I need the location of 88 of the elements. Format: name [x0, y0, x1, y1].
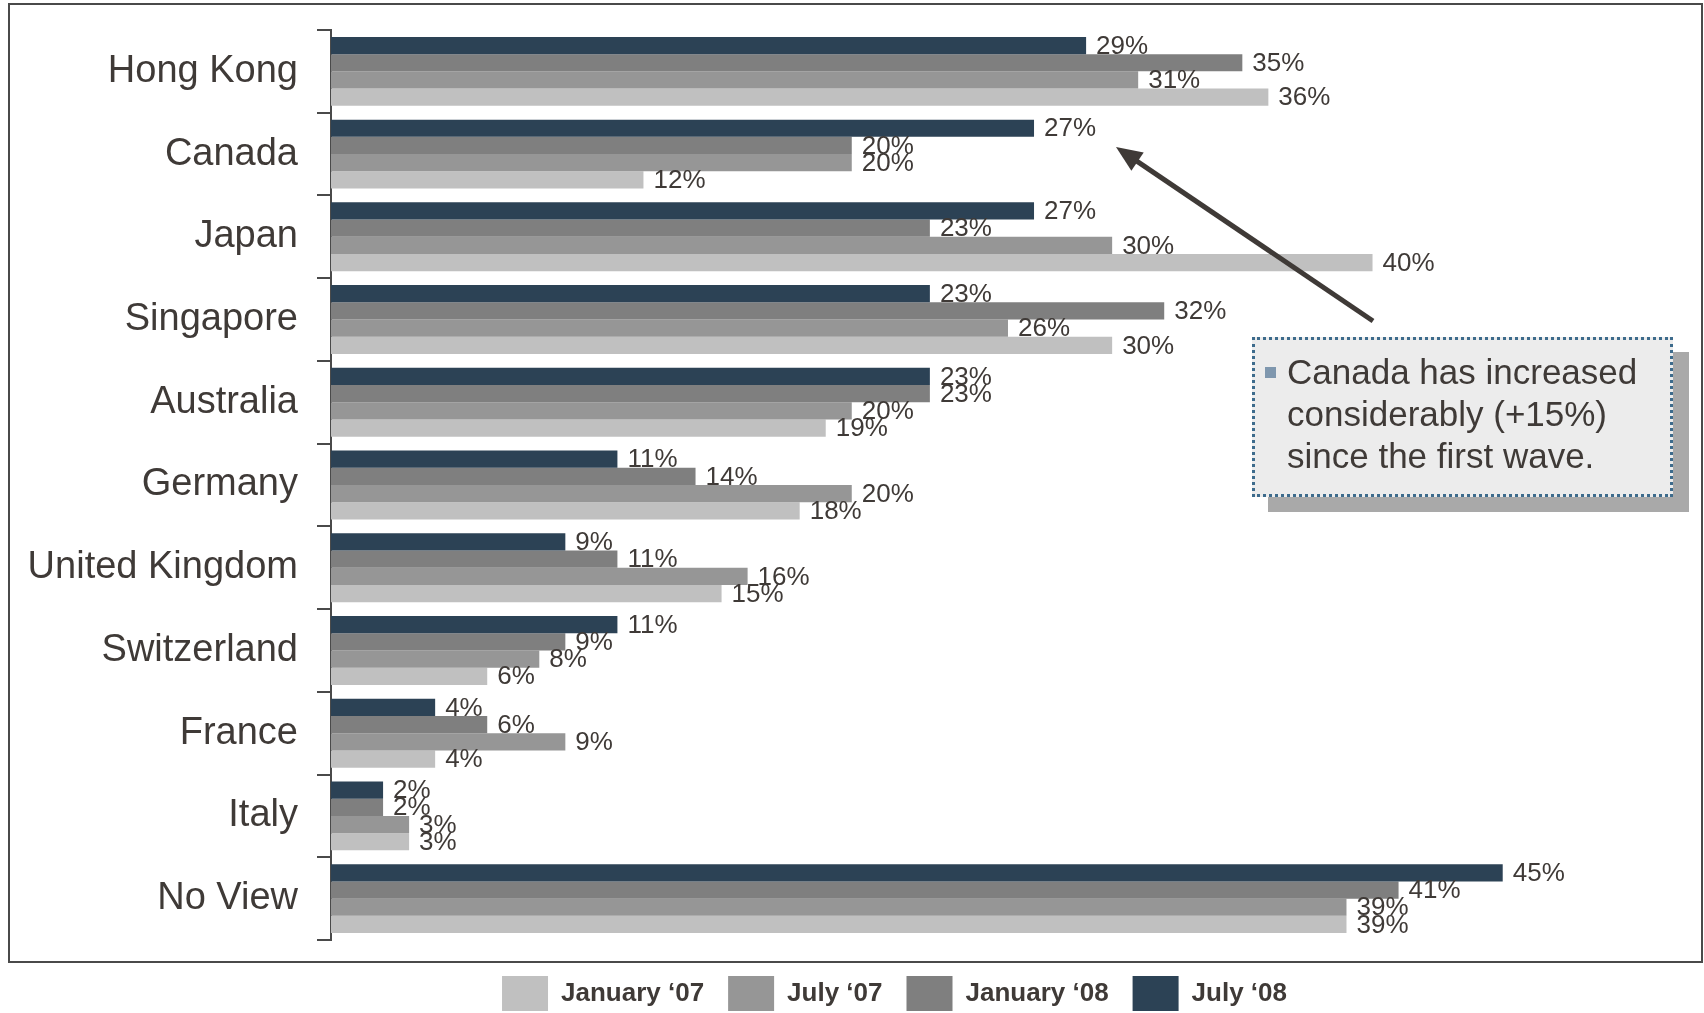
- bar: [331, 254, 1373, 272]
- bar: [331, 136, 852, 155]
- bar: [331, 650, 540, 668]
- data-label: 11%: [627, 443, 678, 474]
- data-label: 40%: [1382, 246, 1435, 277]
- bar: [331, 319, 1008, 337]
- data-label: 12%: [653, 164, 706, 195]
- data-label: 30%: [1122, 329, 1175, 360]
- bar: [331, 715, 488, 734]
- bar: [331, 550, 618, 568]
- bar: [331, 815, 410, 834]
- y-tick-label: France: [179, 709, 298, 752]
- data-label: 31%: [1148, 64, 1201, 95]
- data-label: 36%: [1278, 81, 1331, 112]
- data-label: 9%: [575, 725, 613, 756]
- data-label: 11%: [627, 608, 678, 639]
- data-label: 4%: [445, 743, 483, 774]
- legend-label: January ‘08: [965, 976, 1109, 1007]
- bar: [331, 633, 566, 651]
- data-label: 41%: [1408, 874, 1461, 905]
- data-label: 23%: [939, 277, 992, 308]
- bar: [331, 71, 1139, 89]
- bar: [331, 502, 800, 520]
- y-tick-label: Singapore: [124, 296, 298, 339]
- bar: [331, 567, 748, 585]
- bar: [331, 667, 488, 685]
- data-label: 6%: [497, 708, 535, 739]
- bar: [331, 302, 1165, 320]
- bar: [331, 219, 930, 237]
- legend-label: July ‘08: [1191, 976, 1287, 1007]
- y-tick-label: No View: [157, 875, 299, 918]
- legend-label: July ‘07: [787, 976, 883, 1007]
- bar: [331, 154, 852, 172]
- bar: [331, 915, 1347, 934]
- data-label: 18%: [809, 495, 862, 526]
- bar: [331, 864, 1503, 882]
- y-tick-label: United Kingdom: [27, 544, 298, 587]
- bar: [331, 402, 852, 420]
- bar: [331, 88, 1269, 106]
- bar: [331, 833, 410, 851]
- bar: [331, 54, 1243, 72]
- bar: [331, 798, 384, 816]
- bar: [331, 336, 1113, 354]
- bar: [331, 698, 436, 716]
- data-label: 9%: [575, 526, 613, 557]
- y-tick-label: Switzerland: [101, 626, 298, 669]
- data-label: 26%: [1017, 312, 1071, 343]
- data-label: 35%: [1252, 46, 1305, 77]
- y-tick-label: Canada: [164, 130, 299, 173]
- data-label: 23%: [939, 212, 992, 243]
- bar: [331, 171, 644, 189]
- bar: [331, 467, 696, 485]
- annotation: Canada has increased considerably (+15%) since the first wave.: [1287, 351, 1639, 477]
- y-tick-label: Hong Kong: [107, 47, 298, 90]
- bar: [331, 584, 722, 603]
- data-label: 4%: [445, 691, 483, 722]
- bar: [331, 202, 1035, 220]
- bar: [331, 898, 1347, 916]
- bar: [331, 236, 1113, 255]
- data-label: 14%: [705, 460, 758, 491]
- bar: [331, 485, 852, 503]
- bar: [331, 781, 384, 799]
- data-label: 32%: [1174, 295, 1227, 326]
- bar: [331, 533, 566, 551]
- bar: [331, 616, 618, 634]
- data-label: 11%: [627, 543, 678, 574]
- bar: [331, 385, 930, 403]
- bar: [331, 285, 930, 303]
- data-label: 27%: [1044, 195, 1097, 226]
- bar: [331, 119, 1035, 137]
- data-label: 27%: [1044, 112, 1097, 143]
- bar: [331, 733, 566, 751]
- bar: [331, 367, 930, 386]
- y-tick-label: Germany: [141, 461, 298, 504]
- y-tick-label: Australia: [150, 378, 299, 421]
- data-label: 30%: [1122, 229, 1175, 260]
- legend-label: January ‘07: [561, 976, 705, 1007]
- data-label: 29%: [1096, 29, 1149, 60]
- bar: [331, 419, 826, 437]
- bar: [331, 450, 618, 468]
- data-label: 6%: [497, 660, 535, 691]
- bar: [331, 750, 436, 768]
- y-tick-label: Japan: [194, 213, 298, 256]
- data-label: 20%: [861, 477, 914, 508]
- bar: [331, 36, 1087, 55]
- bar: [331, 881, 1399, 899]
- data-label: 45%: [1512, 856, 1565, 887]
- y-tick-label: Italy: [228, 792, 298, 835]
